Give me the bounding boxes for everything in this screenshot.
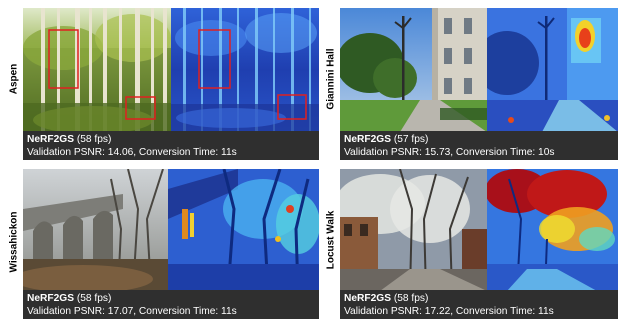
giannini-hall-fps: (57 fps) xyxy=(393,134,429,145)
wissahickon-rgb-image xyxy=(23,169,168,291)
giannini-hall-method: NeRF2GS xyxy=(344,134,391,145)
scene-label-locust-walk: Locust Walk xyxy=(325,210,337,270)
locust-walk-method: NeRF2GS xyxy=(344,293,391,304)
wissahickon-metrics: Validation PSNR: 17.07, Conversion Time:… xyxy=(27,306,237,317)
aspen-gaussian-render xyxy=(171,8,319,132)
locust-walk-rgb-image xyxy=(340,169,487,291)
giannini-hall-metrics: Validation PSNR: 15.73, Conversion Time:… xyxy=(344,147,555,158)
giannini-hall-caption: NeRF2GS (57 fps) Validation PSNR: 15.73,… xyxy=(340,131,618,160)
aspen-metrics: Validation PSNR: 14.06, Conversion Time:… xyxy=(27,147,237,158)
wissahickon-caption: NeRF2GS (58 fps) Validation PSNR: 17.07,… xyxy=(23,290,319,319)
locust-walk-caption: NeRF2GS (58 fps) Validation PSNR: 17.22,… xyxy=(340,290,618,319)
locust-walk-gaussian-render xyxy=(487,169,618,291)
giannini-hall-rgb-image xyxy=(340,8,487,132)
scene-label-giannini-hall: Giannini Hall xyxy=(325,48,337,110)
aspen-fps: (58 fps) xyxy=(76,134,112,145)
scene-label-wissahickon: Wissahickon xyxy=(8,211,20,273)
aspen-caption: NeRF2GS (58 fps) Validation PSNR: 14.06,… xyxy=(23,131,319,160)
locust-walk-metrics: Validation PSNR: 17.22, Conversion Time:… xyxy=(344,306,554,317)
wissahickon-gaussian-render xyxy=(168,169,319,291)
wissahickon-method: NeRF2GS xyxy=(27,293,74,304)
wissahickon-fps: (58 fps) xyxy=(76,293,112,304)
giannini-hall-gaussian-render xyxy=(487,8,618,132)
locust-walk-fps: (58 fps) xyxy=(393,293,429,304)
aspen-rgb-image xyxy=(23,8,171,132)
scene-label-aspen: Aspen xyxy=(8,63,20,95)
aspen-method: NeRF2GS xyxy=(27,134,74,145)
